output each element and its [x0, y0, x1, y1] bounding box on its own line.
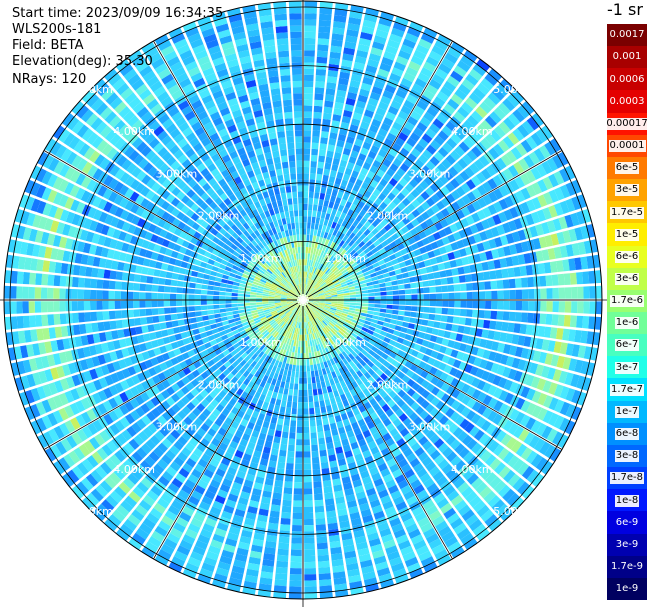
- range-ring-label: 4.00km: [451, 463, 493, 476]
- colorbar-tick-label: 1e-7: [614, 405, 640, 418]
- backscatter-field: [4, 1, 602, 599]
- colorbar-tick-label: 1.7e-9: [610, 561, 644, 572]
- colorbar-tick-label: 1.7e-5: [609, 206, 645, 219]
- elevation-text: Elevation(deg): 35.30: [12, 54, 153, 69]
- colorbar-tick-label: 6e-8: [614, 428, 640, 441]
- range-ring-label: 2.00km: [367, 210, 409, 223]
- colorbar-cell: 1e-7: [607, 400, 647, 424]
- colorbar-tick-label: 3e-9: [615, 538, 639, 550]
- colorbar-cell: 6e-5: [607, 156, 647, 180]
- start-time-text: Start time: 2023/09/09 16:34:35: [12, 6, 224, 21]
- range-ring-label: 1.00km: [324, 336, 366, 349]
- colorbar-cell: 0.0003: [607, 90, 647, 114]
- range-ring-label: 2.00km: [198, 378, 240, 391]
- colorbar-cell: 1e-9: [607, 577, 647, 601]
- range-ring-label: 4.00km: [113, 463, 155, 476]
- units-label: -1 sr: [607, 0, 643, 19]
- colorbar-cell: 3e-5: [607, 179, 647, 202]
- range-ring-label: 1.00km: [324, 252, 366, 265]
- colorbar-tick-label: 1.7e-7: [609, 383, 645, 396]
- colorbar-cell: 0.0006: [607, 68, 647, 91]
- device-name-text: WLS200s-181: [12, 22, 102, 37]
- colorbar-tick-label: 6e-5: [614, 162, 640, 175]
- colorbar-tick-label: 3e-5: [614, 184, 640, 197]
- colorbar-cell: 6e-8: [607, 422, 647, 446]
- range-ring-label: 1.00km: [240, 336, 282, 349]
- colorbar-tick-label: 1e-8: [614, 494, 640, 507]
- range-ring-label: 2.00km: [198, 210, 240, 223]
- colorbar-cell: 6e-9: [607, 511, 647, 535]
- range-ring-label: 3.00km: [409, 421, 451, 434]
- colorbar-cell: 1e-5: [607, 223, 647, 247]
- range-ring-label: 3.00km: [156, 167, 198, 180]
- colorbar-tick-label: 1.7e-8: [609, 472, 645, 485]
- colorbar-cell: 6e-7: [607, 334, 647, 357]
- colorbar-cell: 0.0001: [607, 134, 647, 158]
- colorbar-tick-label: 0.0001: [608, 140, 646, 153]
- colorbar-tick-label: 1e-9: [615, 583, 639, 595]
- colorbar-tick-label: 1.7e-6: [609, 295, 645, 308]
- colorbar-tick-label: 3e-8: [614, 450, 640, 463]
- range-ring-label: 2.00km: [367, 378, 409, 391]
- colorbar-tick-label: 3e-7: [614, 361, 640, 374]
- colorbar-cell: 3e-7: [607, 356, 647, 379]
- ppi-scan-plot: 1.00km 1.00km 1.00km 1.00km 2.00km 2.00km 2.00…: [0, 0, 607, 607]
- colorbar-cell: 1.7e-6: [607, 289, 647, 313]
- colorbar-cell: 0.001: [607, 46, 647, 69]
- colorbar-tick-label: 0.00017: [605, 117, 647, 130]
- colorbar-cell: 3e-6: [607, 267, 647, 291]
- colorbar-cell: 3e-8: [607, 444, 647, 468]
- scanner-center-marker: [297, 294, 309, 306]
- range-ring-label: 5.00km: [493, 505, 535, 518]
- colorbar-tick-label: 0.001: [612, 51, 642, 63]
- nrays-text: NRays: 120: [12, 72, 87, 87]
- colorbar-tick-label: 6e-9: [615, 516, 639, 528]
- colorbar-tick-label: 6e-7: [614, 339, 640, 352]
- range-ring-label: 4.00km: [113, 125, 155, 138]
- range-ring-label: 1.00km: [240, 252, 282, 265]
- colorbar-cell: 1.7e-7: [607, 378, 647, 402]
- colorbar-tick-label: 0.0006: [609, 73, 645, 85]
- colorbar-cell: 1.7e-9: [607, 555, 647, 579]
- colorbar-cell: 1e-8: [607, 489, 647, 512]
- range-ring-labels: 1.00km 1.00km 1.00km 1.00km 2.00km 2.00km 2.00…: [71, 83, 535, 518]
- colorbar-tick-label: 1e-6: [614, 317, 640, 330]
- range-ring-label: 3.00km: [409, 167, 451, 180]
- colorbar-cell: 1.7e-8: [607, 467, 647, 490]
- colorbar-tick-label: 0.0003: [609, 95, 645, 107]
- range-ring-label: 5.00km: [493, 83, 535, 96]
- colorbar-cell: 6e-6: [607, 245, 647, 269]
- range-ring-label: 4.00km: [451, 125, 493, 138]
- colorbar-tick-label: 1e-5: [614, 228, 640, 241]
- field-text: Field: BETA: [12, 38, 84, 53]
- range-ring-label: 5.00km: [71, 83, 113, 96]
- colorbar-tick-label: 6e-6: [614, 250, 640, 263]
- colorbar-cell: 0.0017: [607, 24, 647, 47]
- range-ring-label: 5.00km: [71, 505, 113, 518]
- range-ring-label: 3.00km: [156, 421, 198, 434]
- colorbar-cell: 1e-6: [607, 312, 647, 335]
- colorbar-tick-label: 3e-6: [614, 273, 640, 285]
- colorbar-cell: 0.00017: [605, 112, 647, 136]
- colorbar-cell: 1.7e-5: [607, 201, 647, 224]
- colorbar-legend: 0.0017 0.001 0.0006 0.0003 0.00017 0.0001 6e-5…: [605, 24, 647, 601]
- colorbar-tick-label: 0.0017: [609, 29, 645, 41]
- colorbar-cell: 3e-9: [607, 533, 647, 557]
